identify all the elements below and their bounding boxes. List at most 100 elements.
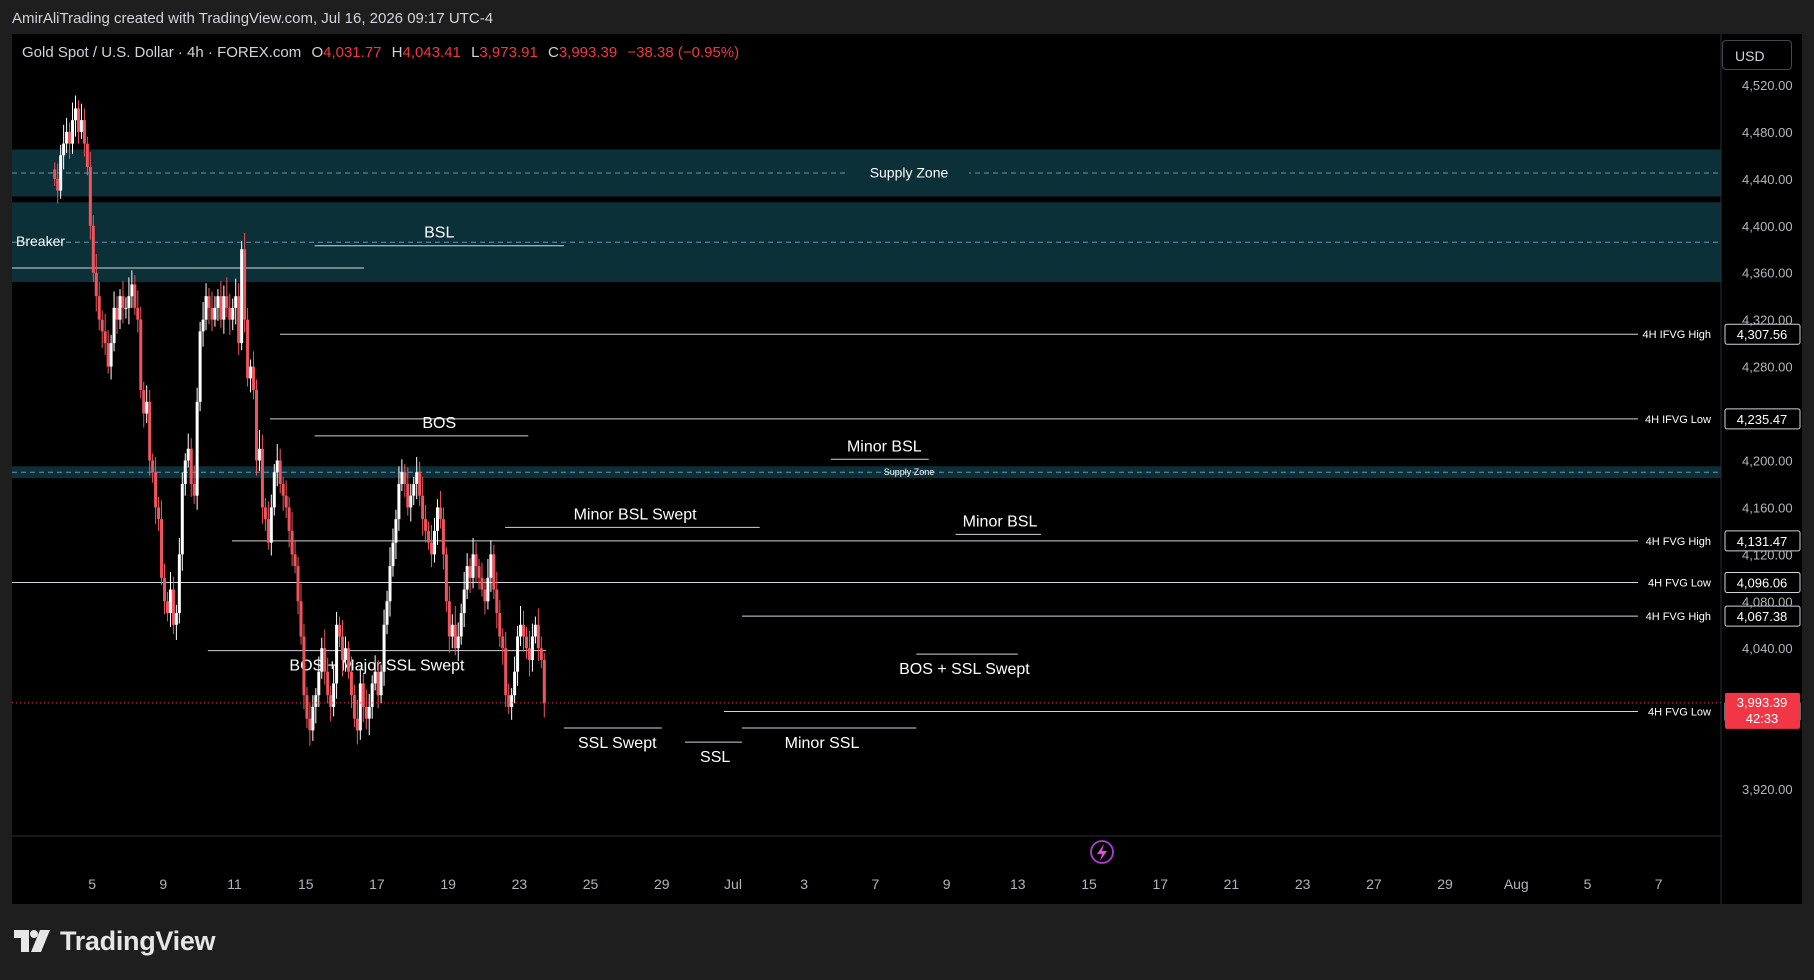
candle-body[interactable] [168, 589, 172, 614]
candle-body[interactable] [278, 460, 282, 484]
candle-body[interactable] [427, 530, 431, 543]
candle-body[interactable] [216, 296, 220, 308]
candle-body[interactable] [257, 448, 261, 461]
candle-body[interactable] [338, 624, 342, 637]
candle-body[interactable] [204, 296, 208, 320]
candle-body[interactable] [76, 108, 80, 132]
candle-body[interactable] [379, 671, 383, 696]
candle-body[interactable] [459, 613, 463, 637]
candle-body[interactable] [418, 472, 422, 496]
zone-band[interactable] [12, 466, 1721, 479]
candle-body[interactable] [308, 718, 312, 731]
currency-button[interactable]: USD [1722, 40, 1792, 70]
candle-body[interactable] [100, 319, 104, 332]
candle-body[interactable] [355, 718, 359, 731]
candle-body[interactable] [314, 695, 318, 707]
candle-body[interactable] [462, 589, 466, 614]
candle-body[interactable] [228, 307, 232, 320]
candle-body[interactable] [358, 683, 362, 731]
candle-body[interactable] [524, 636, 528, 649]
candlestick-chart[interactable]: Supply Zone Breaker Supply Zone 4H IFVG Hi… [12, 34, 1802, 904]
candle-body[interactable] [201, 319, 205, 332]
candle-body[interactable] [361, 683, 365, 707]
candle-body[interactable] [302, 636, 306, 696]
candle-body[interactable] [453, 624, 457, 649]
candle-body[interactable] [299, 601, 303, 637]
candle-body[interactable] [542, 659, 546, 704]
candle-body[interactable] [403, 472, 407, 484]
candle-body[interactable] [489, 554, 493, 578]
candle-body[interactable] [246, 319, 250, 379]
candle-body[interactable] [400, 472, 404, 484]
candle-body[interactable] [180, 483, 184, 555]
candle-body[interactable] [450, 624, 454, 637]
chart-frame[interactable]: Supply Zone Breaker Supply Zone 4H IFVG Hi… [12, 34, 1802, 904]
candle-body[interactable] [539, 648, 543, 660]
tradingview-logo[interactable]: TradingView [14, 925, 216, 957]
candle-body[interactable] [177, 554, 181, 614]
candle-body[interactable] [323, 648, 327, 672]
candle-body[interactable] [260, 448, 264, 508]
candle-body[interactable] [329, 695, 333, 707]
candle-body[interactable] [213, 307, 217, 320]
candle-body[interactable] [349, 671, 353, 696]
candle-body[interactable] [56, 178, 60, 191]
candle-body[interactable] [115, 307, 119, 320]
candle-body[interactable] [495, 589, 499, 614]
candle-body[interactable] [468, 566, 472, 578]
candle-body[interactable] [284, 495, 288, 508]
candle-body[interactable] [501, 636, 505, 649]
candle-body[interactable] [516, 636, 520, 672]
candle-body[interactable] [483, 589, 487, 602]
candle-body[interactable] [388, 566, 392, 602]
candle-body[interactable] [444, 554, 448, 602]
candle-body[interactable] [438, 507, 442, 520]
candle-body[interactable] [341, 636, 345, 660]
candle-body[interactable] [498, 613, 502, 637]
candle-body[interactable] [486, 577, 490, 602]
candle-body[interactable] [406, 483, 410, 508]
candle-body[interactable] [219, 296, 223, 320]
candle-body[interactable] [456, 636, 460, 649]
candle-body[interactable] [154, 472, 158, 508]
candle-body[interactable] [59, 155, 63, 191]
candle-body[interactable] [127, 296, 131, 308]
candle-body[interactable] [139, 319, 143, 391]
candle-body[interactable] [124, 307, 128, 309]
candle-body[interactable] [163, 577, 167, 602]
candle-body[interactable] [290, 530, 294, 555]
candle-body[interactable] [266, 519, 270, 543]
candle-body[interactable] [305, 695, 309, 719]
candle-body[interactable] [160, 519, 164, 578]
candle-body[interactable] [71, 120, 75, 144]
candle-body[interactable] [112, 307, 116, 344]
candle-body[interactable] [151, 460, 155, 473]
candle-body[interactable] [477, 566, 481, 578]
candle-body[interactable] [430, 542, 434, 555]
candle-body[interactable] [293, 554, 297, 567]
candle-body[interactable] [530, 636, 534, 660]
candle-body[interactable] [433, 530, 437, 555]
candle-body[interactable] [409, 495, 413, 508]
candle-body[interactable] [394, 519, 398, 543]
candle-body[interactable] [441, 519, 445, 555]
candle-body[interactable] [507, 695, 511, 707]
candle-body[interactable] [326, 671, 330, 696]
last-price-tag[interactable] [1725, 692, 1800, 729]
candle-body[interactable] [171, 589, 175, 625]
candle-body[interactable] [373, 671, 377, 684]
candle-body[interactable] [385, 601, 389, 625]
candle-body[interactable] [109, 343, 113, 367]
candle-body[interactable] [121, 296, 125, 308]
candle-body[interactable] [513, 671, 517, 696]
candle-body[interactable] [424, 519, 428, 531]
candle-body[interactable] [519, 624, 523, 637]
candle-body[interactable] [106, 343, 110, 367]
candle-body[interactable] [186, 448, 190, 461]
candle-body[interactable] [332, 683, 336, 707]
candle-body[interactable] [364, 706, 368, 719]
candle-body[interactable] [97, 296, 101, 320]
candle-body[interactable] [269, 507, 273, 543]
candle-body[interactable] [225, 296, 229, 308]
candle-body[interactable] [130, 284, 134, 297]
